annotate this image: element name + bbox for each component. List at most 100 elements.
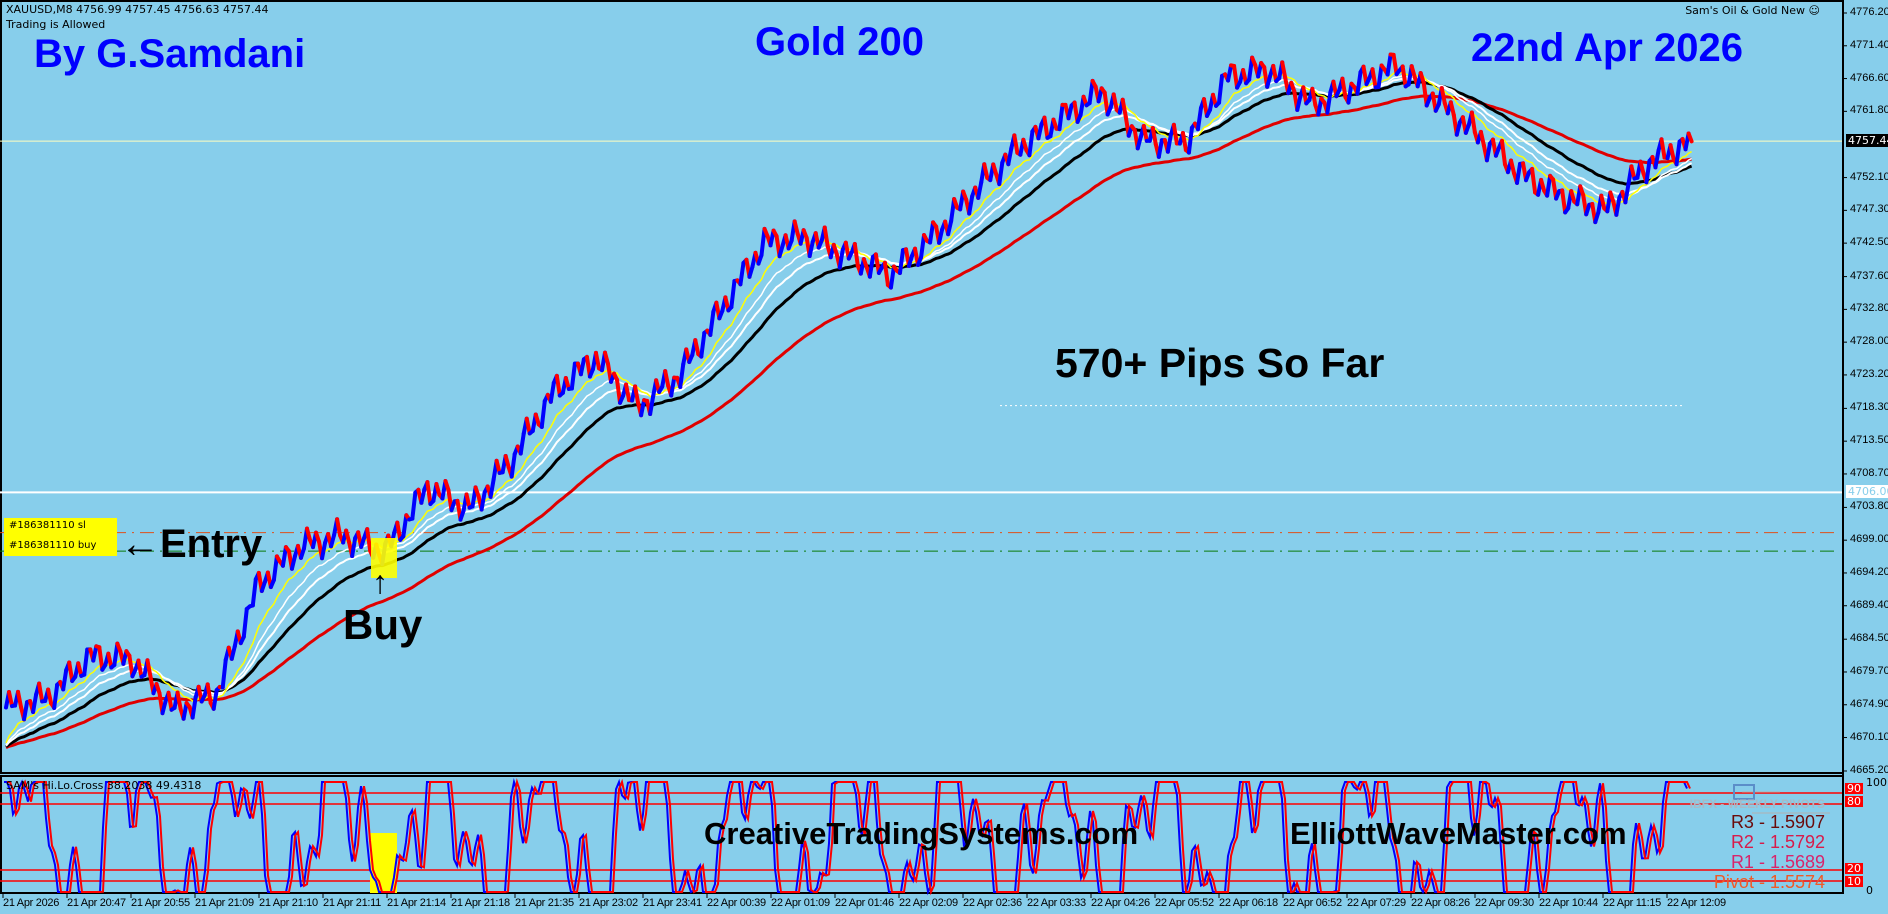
price-segment (350, 536, 358, 559)
chart-title: Gold 200 (755, 20, 924, 64)
price-segment (1340, 76, 1348, 100)
sl-order-label[interactable]: #186381110 sl (9, 520, 86, 531)
price-segment (494, 458, 502, 475)
price-segment (395, 520, 403, 542)
ma-mid-line (5, 77, 1693, 747)
price-segment (1150, 125, 1158, 147)
price-tick-label: 4761.80 (1850, 104, 1888, 117)
price-segment (554, 373, 562, 398)
level-price-tag: 4706.00 (1846, 485, 1888, 499)
time-tick-label: 21 Apr 20:47 (67, 897, 126, 909)
time-tick-label: 21 Apr 21:11 (323, 897, 381, 909)
price-segment (548, 380, 556, 404)
smiley-face-icon[interactable]: ☺ (1808, 4, 1820, 17)
price-segment (1674, 139, 1682, 167)
price-segment (569, 361, 577, 391)
price-segment (46, 687, 54, 706)
price-segment (1271, 63, 1279, 84)
price-segment (928, 220, 936, 245)
oscillator-red-line (7, 778, 1691, 896)
price-segment (1156, 138, 1164, 159)
time-tick-label: 21 Apr 21:18 (451, 897, 510, 909)
price-segment (1280, 60, 1288, 81)
price-segment (91, 644, 99, 663)
price-segment (919, 233, 927, 260)
price-segment (852, 241, 860, 268)
price-segment (425, 480, 433, 507)
price-segment (1439, 86, 1447, 106)
time-tick-label: 22 Apr 06:18 (1219, 897, 1278, 909)
price-segment (759, 226, 767, 258)
price-segment (1226, 63, 1234, 83)
price-segment (997, 160, 1005, 187)
site-creative-trading[interactable]: CreativeTradingSystems.com (704, 816, 1139, 851)
current-price-tag: 4757.44 (1846, 134, 1888, 148)
price-segment (464, 492, 472, 510)
price-segment (1391, 52, 1399, 77)
indicator-name: Sam's Oil & Gold New ☺ (1685, 4, 1820, 17)
price-segment (1668, 143, 1676, 161)
price-segment (1087, 78, 1095, 106)
price-tick-label: 4674.90 (1850, 697, 1888, 710)
price-segment (1195, 106, 1203, 132)
site-elliott-wave[interactable]: ElliottWaveMaster.com (1290, 816, 1627, 851)
symbol-info: XAUUSD,M8 4756.99 4757.45 4756.63 4757.4… (6, 3, 269, 16)
indicator-name-text: Sam's Oil & Gold New (1685, 4, 1806, 17)
price-tick-label: 4694.20 (1850, 565, 1888, 578)
price-segment (1295, 94, 1303, 112)
price-segment (479, 490, 487, 512)
price-segment (271, 554, 279, 583)
price-segment (946, 219, 954, 237)
price-tick-label: 4708.70 (1850, 466, 1888, 479)
price-segment (289, 554, 297, 571)
time-tick-label: 21 Apr 20:55 (131, 897, 190, 909)
main-chart-frame (0, 0, 1844, 774)
price-segment (31, 692, 39, 714)
price-segment (1141, 123, 1149, 143)
osc-level-20: 20 (1845, 862, 1863, 875)
time-tick-label: 22 Apr 00:39 (707, 897, 766, 909)
price-segment (335, 517, 343, 538)
price-segment (1171, 122, 1179, 146)
price-segment (1448, 100, 1456, 118)
time-tick-label: 22 Apr 06:52 (1283, 897, 1342, 909)
osc-level-80: 80 (1845, 795, 1863, 808)
time-tick-label: 22 Apr 03:33 (1027, 897, 1086, 909)
time-tick-label: 22 Apr 05:52 (1155, 897, 1214, 909)
price-segment (1310, 86, 1318, 108)
price-segment (401, 513, 409, 539)
order-label-box (4, 518, 117, 556)
price-segment (419, 487, 427, 505)
price-segment (1385, 52, 1393, 77)
time-tick-label: 22 Apr 07:29 (1347, 897, 1406, 909)
price-tick-label: 4728.00 (1850, 335, 1888, 348)
price-segment (410, 490, 418, 521)
time-tick-label: 22 Apr 02:36 (963, 897, 1022, 909)
price-segment (792, 219, 800, 236)
price-segment (136, 658, 144, 679)
price-segment (82, 647, 90, 677)
price-segment (76, 661, 84, 678)
osc-scale-bottom: 0 (1866, 884, 1873, 897)
price-segment (241, 606, 249, 639)
pivots-title: IBFX - WEEKLY PIVOTS (1689, 797, 1825, 811)
buy-order-label[interactable]: #186381110 buy (9, 540, 97, 551)
time-tick-label: 22 Apr 09:30 (1475, 897, 1534, 909)
price-segment (822, 225, 830, 249)
price-segment (888, 264, 896, 290)
price-segment (1186, 125, 1194, 155)
price-segment (1623, 182, 1631, 205)
price-tick-label: 4703.80 (1850, 500, 1888, 513)
price-segment (67, 660, 75, 684)
price-segment (982, 162, 990, 180)
price-segment (1012, 133, 1020, 155)
time-tick-label: 22 Apr 01:09 (771, 897, 830, 909)
price-segment (1653, 148, 1661, 170)
price-tick-label: 4684.50 (1850, 632, 1888, 645)
price-segment (37, 681, 45, 704)
price-segment (1530, 166, 1538, 195)
price-tick-label: 4766.60 (1850, 71, 1888, 84)
price-segment (1376, 63, 1384, 90)
entry-label: ←Entry (120, 522, 263, 566)
